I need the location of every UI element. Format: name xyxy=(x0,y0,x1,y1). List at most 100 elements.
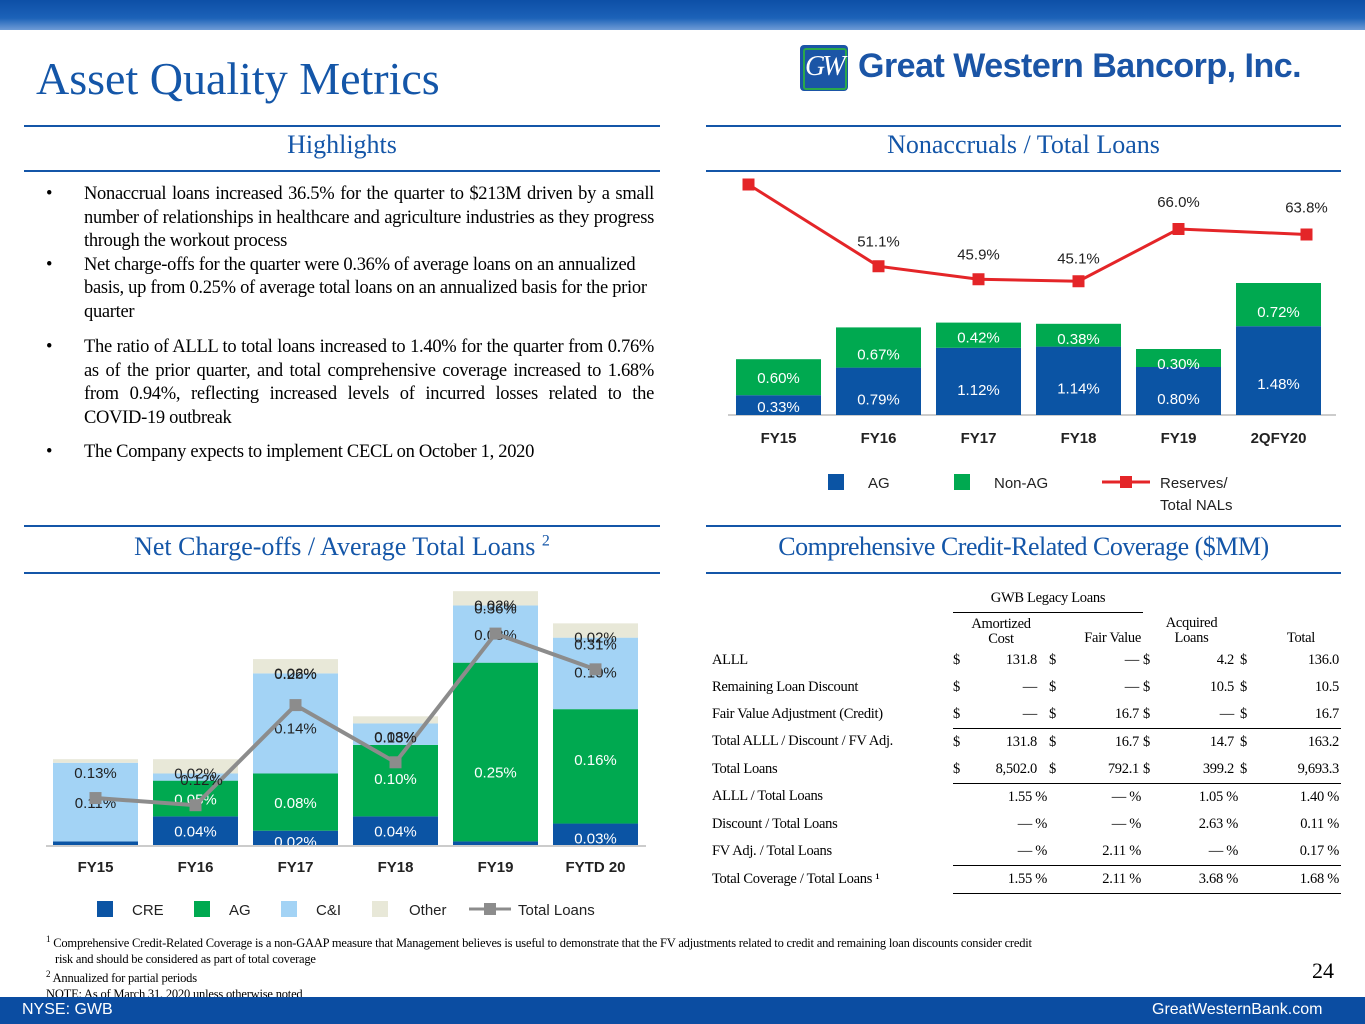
line-point xyxy=(289,699,302,712)
legend-swatch-ag xyxy=(828,474,844,490)
cell-value: 16.7 xyxy=(1063,727,1143,756)
cell-value: 1.55 % xyxy=(953,864,1049,894)
cell-value: $ xyxy=(953,755,967,784)
bullet-item: • Net charge-offs for the quarter were 0.… xyxy=(46,254,647,322)
bar-ag-fy17 xyxy=(936,347,1021,415)
cell-value: 14.7 xyxy=(1157,727,1240,756)
data-label: 0.79% xyxy=(857,392,900,409)
table-row: Total ALLL / Discount / FV Adj. $131.8 $16… xyxy=(708,727,1341,756)
cell-value: 1.55 % xyxy=(953,782,1049,811)
cell-value: 399.2 xyxy=(1157,755,1240,784)
bar-cre-fy19 xyxy=(453,841,538,845)
cell-value: 8,502.0 xyxy=(967,755,1049,784)
top-banner xyxy=(0,0,1365,30)
bar-non-ag-fy18 xyxy=(1036,323,1121,347)
legend-swatch-ci xyxy=(281,901,297,917)
cell-value: $ xyxy=(1049,705,1056,722)
col-header-total: Total xyxy=(1286,629,1315,646)
data-label: 0.04% xyxy=(374,824,417,841)
cell-value: 136.0 xyxy=(1307,651,1339,668)
bar-non-ag-2qfy20 xyxy=(1236,283,1321,327)
bar-ag-fy18 xyxy=(1036,346,1121,415)
company-logo: GW Great Western Bancorp, Inc. xyxy=(800,45,1340,91)
x-tick-label: FY19 xyxy=(478,859,514,876)
legend-label: Reserves/ xyxy=(1160,475,1228,492)
data-label: 0.30% xyxy=(1157,356,1200,373)
table-row: ALLL / Total Loans 1.55 % — % 1.05 % 1.40 % xyxy=(708,782,1341,811)
col-group-header: GWB Legacy Loans xyxy=(953,585,1143,613)
bar-ag-fy19 xyxy=(1136,367,1221,415)
col-header-acquired: Acquired Loans xyxy=(1165,615,1218,647)
data-label: 0.02% xyxy=(274,665,317,682)
cell-value: — % xyxy=(1208,842,1239,859)
cell-value: — % xyxy=(1111,815,1142,832)
table-row: Total Loans $8,502.0 $792.1 $399.2 $9,693.3 xyxy=(708,755,1341,784)
bar-ag-fy15 xyxy=(736,395,821,415)
data-label: 0.02% xyxy=(274,834,317,851)
x-tick-label: FY15 xyxy=(761,430,797,447)
data-label: 0.02% xyxy=(474,597,517,614)
bar-ci-fy18 xyxy=(353,723,438,745)
data-label: 0.67% xyxy=(857,346,900,363)
section-title-netchargeoffs: Net Charge-offs / Average Total Loans 2 xyxy=(134,532,550,561)
line-data-label: 63.8% xyxy=(1285,200,1328,217)
bar-cre-fy15 xyxy=(53,841,138,845)
x-tick-label: FY18 xyxy=(1061,430,1097,447)
cell-value: — xyxy=(1022,678,1038,695)
data-label: 0.03% xyxy=(374,729,417,746)
x-tick-label: FY18 xyxy=(378,859,414,876)
x-tick-label: FY15 xyxy=(78,859,114,876)
row-label: FV Adj. / Total Loans xyxy=(712,842,832,859)
highlights-list: • Nonaccrual loans increased 36.5% for th… xyxy=(46,183,654,465)
divider xyxy=(24,170,660,172)
line-point xyxy=(742,178,755,191)
line-point xyxy=(489,627,502,640)
data-label: 0.03% xyxy=(574,830,617,847)
legend-swatch-other xyxy=(372,901,388,917)
cell-value: 163.2 xyxy=(1254,727,1341,756)
line-data-label: 0.26% xyxy=(274,666,317,683)
bar-cre-fy18 xyxy=(353,816,438,845)
table-row: ALLL $131.8 $ — $4.2 $136.0 xyxy=(708,647,1341,674)
cell-value: — % xyxy=(1017,815,1048,832)
cell-value: 3.68 % xyxy=(1143,864,1240,894)
cell-value: $ xyxy=(1240,651,1247,668)
bullet-item: • Nonaccrual loans increased 36.5% for th… xyxy=(46,184,654,251)
x-tick-label: FY19 xyxy=(1161,430,1197,447)
row-label: ALLL xyxy=(712,651,748,668)
row-label: Total Coverage / Total Loans ¹ xyxy=(712,870,880,887)
line-data-label: 0.31% xyxy=(574,636,617,653)
data-label: 0.72% xyxy=(1257,304,1300,321)
x-tick-label: FY16 xyxy=(861,430,897,447)
divider xyxy=(706,572,1341,574)
table-row: Total Coverage / Total Loans ¹ 1.55 % 2.11… xyxy=(708,864,1341,894)
line-point xyxy=(189,799,202,812)
bar-other-fy19 xyxy=(453,591,538,606)
row-label: Discount / Total Loans xyxy=(712,815,838,832)
cell-value: 792.1 xyxy=(1063,755,1143,784)
legend-swatch-ag xyxy=(194,901,210,917)
data-label: 0.02% xyxy=(574,630,617,647)
row-label: Total ALLL / Discount / FV Adj. xyxy=(712,733,894,750)
bar-ag-fy19 xyxy=(453,662,538,842)
bar-other-fy16 xyxy=(153,759,238,774)
legend-label: AG xyxy=(229,902,251,919)
row-label: Total Loans xyxy=(712,760,778,777)
line-point xyxy=(89,792,102,805)
divider xyxy=(24,525,660,527)
cell-value: 2.11 % xyxy=(1102,842,1141,859)
data-label: 0.14% xyxy=(274,720,317,737)
cell-value: 2.11 % xyxy=(1049,864,1143,894)
netchargeoffs-chart: 0.11%FY150.04%0.05%0.02%FY160.02%0.08%0.… xyxy=(46,591,646,919)
series-line-reserves xyxy=(747,183,1307,283)
divider xyxy=(24,125,660,127)
data-label: 0.16% xyxy=(574,752,617,769)
line-data-label: 0.13% xyxy=(74,765,117,782)
data-label: 0.08% xyxy=(274,795,317,812)
cell-value: 1.05 % xyxy=(1143,782,1240,811)
cell-value: $ xyxy=(1049,755,1063,784)
footnote-1-cont: risk and should be considered as part of… xyxy=(55,951,316,966)
line-data-label: 0.18% xyxy=(374,729,417,746)
page-number: 24 xyxy=(1312,958,1334,983)
divider xyxy=(706,170,1341,172)
